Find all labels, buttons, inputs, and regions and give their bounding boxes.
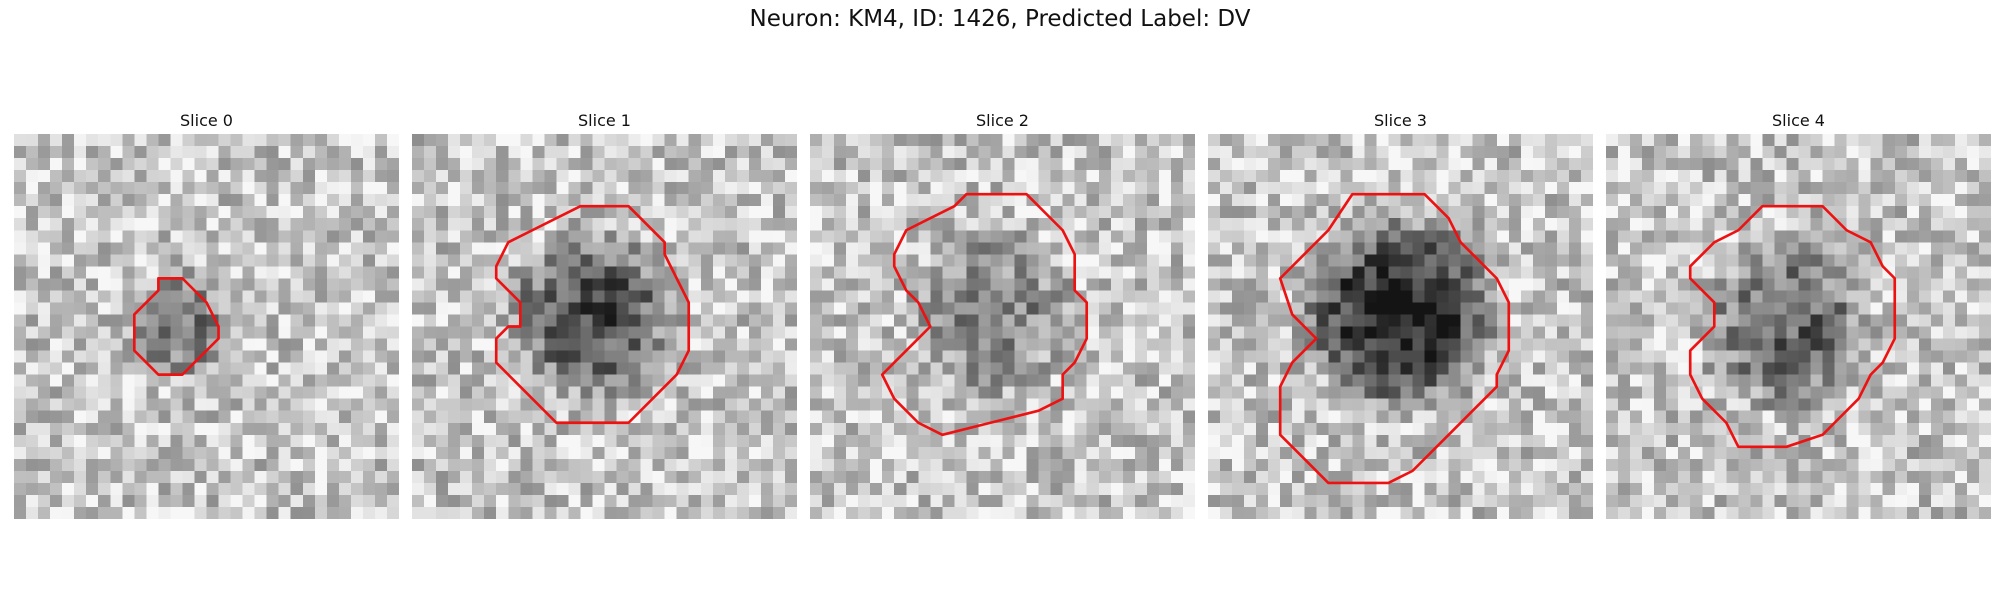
slice-panel-0: Slice 0 xyxy=(14,108,399,519)
slice-image xyxy=(1606,134,1991,519)
roi-contour xyxy=(132,277,220,376)
pixel-grid xyxy=(1208,134,1593,519)
roi-contour xyxy=(880,192,1089,437)
figure-title: Neuron: KM4, ID: 1426, Predicted Label: … xyxy=(749,6,1251,32)
slice-title: Slice 4 xyxy=(1772,111,1825,130)
slice-title: Slice 2 xyxy=(976,111,1029,130)
slice-title: Slice 0 xyxy=(180,111,233,130)
slice-image xyxy=(1208,134,1593,519)
slice-panel-3: Slice 3 xyxy=(1208,108,1593,519)
roi-contour xyxy=(1278,192,1511,485)
slice-image xyxy=(14,134,399,519)
slice-image xyxy=(412,134,797,519)
pixel-grid xyxy=(810,134,1195,519)
slice-title: Slice 1 xyxy=(578,111,631,130)
pixel-grid xyxy=(1606,134,1991,519)
roi-contour xyxy=(494,204,691,425)
slice-panel-1: Slice 1 xyxy=(412,108,797,519)
slice-image xyxy=(810,134,1195,519)
slice-panel-4: Slice 4 xyxy=(1606,108,1991,519)
slice-panel-2: Slice 2 xyxy=(810,108,1195,519)
roi-contour xyxy=(1688,204,1897,449)
pixel-grid xyxy=(412,134,797,519)
slice-title: Slice 3 xyxy=(1374,111,1427,130)
pixel-grid xyxy=(14,134,399,519)
